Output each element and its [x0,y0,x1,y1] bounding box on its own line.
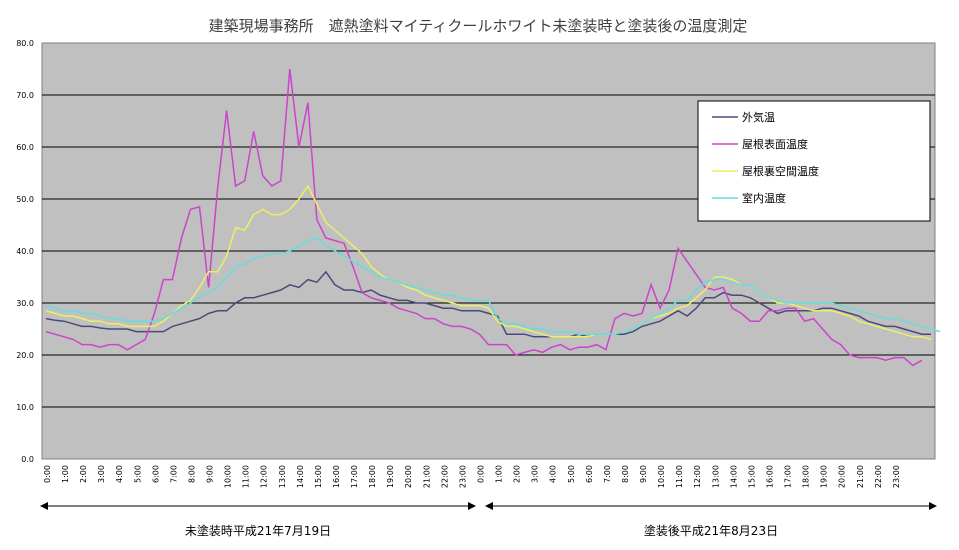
y-tick-label: 30.0 [16,299,34,308]
x-tick-label: 20:00 [404,465,413,488]
series-line [45,68,923,367]
x-tick-label: 6:00 [151,465,160,483]
x-tick-label: 15:00 [747,465,756,488]
x-tick-label: 1:00 [495,465,504,483]
period-arrowhead-right [929,502,937,510]
y-tick-label: 10.0 [16,403,34,412]
x-tick-label: 8:00 [621,465,630,483]
x-tick-label: 2:00 [79,465,88,483]
y-tick-label: 0.0 [21,455,34,464]
x-tick-label: 23:00 [458,465,467,488]
x-tick-label: 14:00 [296,465,305,488]
x-axis-ticks: 0:00 1:00 2:00 3:00 4:00 5:00 6:00 7:00 8:00 9:00… [43,465,901,488]
x-tick-label: 1:00 [61,465,70,483]
x-tick-label: 3:00 [97,465,106,483]
x-tick-label: 21:00 [422,465,431,488]
x-tick-label: 14:00 [729,465,738,488]
x-tick-label: 17:00 [350,465,359,488]
y-tick-label: 70.0 [16,91,34,100]
x-tick-label: 19:00 [820,465,829,488]
x-tick-label: 0:00 [43,465,52,483]
y-tick-label: 40.0 [16,247,34,256]
x-tick-label: 13:00 [711,465,720,488]
period-arrowhead-left [40,502,48,510]
legend-label: 外気温 [742,110,775,124]
x-tick-label: 12:00 [260,465,269,488]
x-tick-label: 6:00 [585,465,594,483]
x-tick-label: 4:00 [115,465,124,483]
y-tick-label: 60.0 [16,143,34,152]
x-tick-label: 10:00 [224,465,233,488]
period-arrowhead-left [485,502,493,510]
x-tick-label: 13:00 [278,465,287,488]
x-tick-label: 23:00 [892,465,901,488]
legend-label: 屋根表面温度 [742,137,808,151]
y-tick-label: 80.0 [16,39,34,48]
x-tick-label: 12:00 [693,465,702,488]
legend-label: 室内温度 [742,191,786,205]
x-tick-label: 16:00 [765,465,774,488]
x-tick-label: 7:00 [169,465,178,483]
x-tick-label: 20:00 [838,465,847,488]
x-tick-label: 9:00 [206,465,215,483]
legend-label: 屋根裏空間温度 [742,164,819,178]
x-tick-label: 18:00 [802,465,811,488]
x-tick-label: 3:00 [531,465,540,483]
series-line [45,237,941,335]
period-label: 未塗装時平成21年7月19日 [185,523,331,538]
x-tick-label: 4:00 [549,465,558,483]
x-tick-label: 5:00 [133,465,142,483]
x-tick-label: 11:00 [242,465,251,488]
legend-box [697,100,931,222]
y-axis-ticks: 0.0 10.0 20.0 30.0 40.0 50.0 60.0 70.0 80.0 [16,39,34,464]
y-tick-label: 50.0 [16,195,34,204]
x-tick-label: 0:00 [476,465,485,483]
series-line [45,270,931,338]
series-lines [45,68,941,367]
x-tick-label: 11:00 [675,465,684,488]
x-tick-label: 8:00 [187,465,196,483]
x-tick-label: 21:00 [856,465,865,488]
x-tick-label: 15:00 [314,465,323,488]
x-tick-label: 22:00 [440,465,449,488]
period-annotations: 未塗装時平成21年7月19日 塗装後平成21年8月23日 [40,502,937,538]
x-tick-label: 22:00 [874,465,883,488]
period-arrowhead-right [468,502,476,510]
x-tick-label: 16:00 [332,465,341,488]
series-line [45,184,932,341]
x-tick-label: 10:00 [657,465,666,488]
x-tick-label: 9:00 [639,465,648,483]
x-tick-label: 5:00 [567,465,576,483]
period-label: 塗装後平成21年8月23日 [644,523,778,538]
x-tick-label: 2:00 [513,465,522,483]
x-tick-label: 19:00 [386,465,395,488]
chart-title: 建築現場事務所 遮熱塗料マイティクールホワイト未塗装時と塗装後の温度測定 [209,17,748,35]
x-tick-label: 17:00 [784,465,793,488]
x-tick-label: 18:00 [368,465,377,488]
y-tick-label: 20.0 [16,351,34,360]
x-tick-label: 7:00 [603,465,612,483]
